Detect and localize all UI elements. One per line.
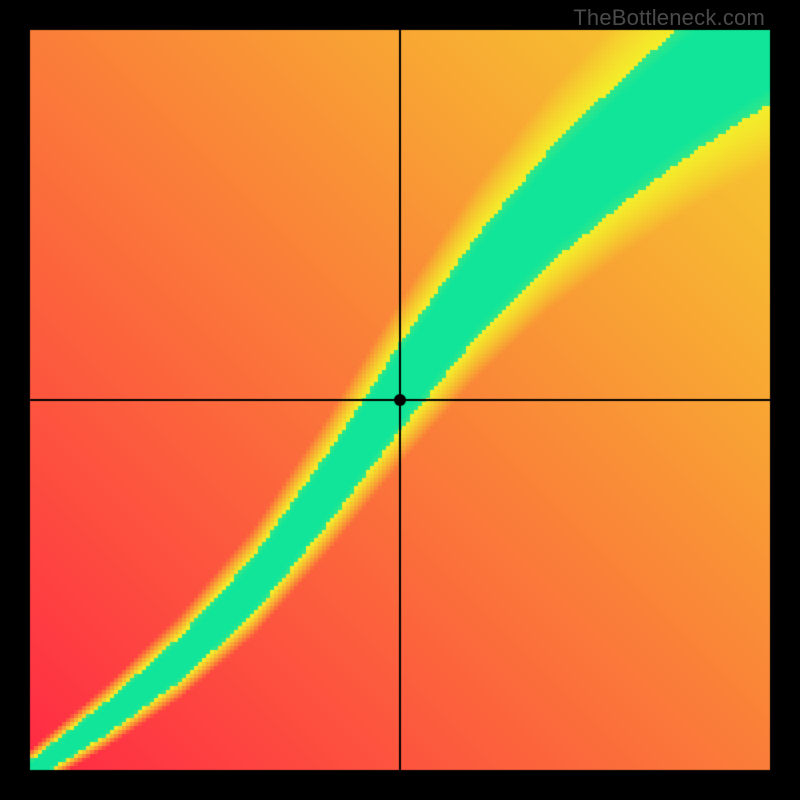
bottleneck-heatmap-canvas — [0, 0, 800, 800]
chart-frame: TheBottleneck.com — [0, 0, 800, 800]
watermark-label: TheBottleneck.com — [573, 5, 765, 31]
